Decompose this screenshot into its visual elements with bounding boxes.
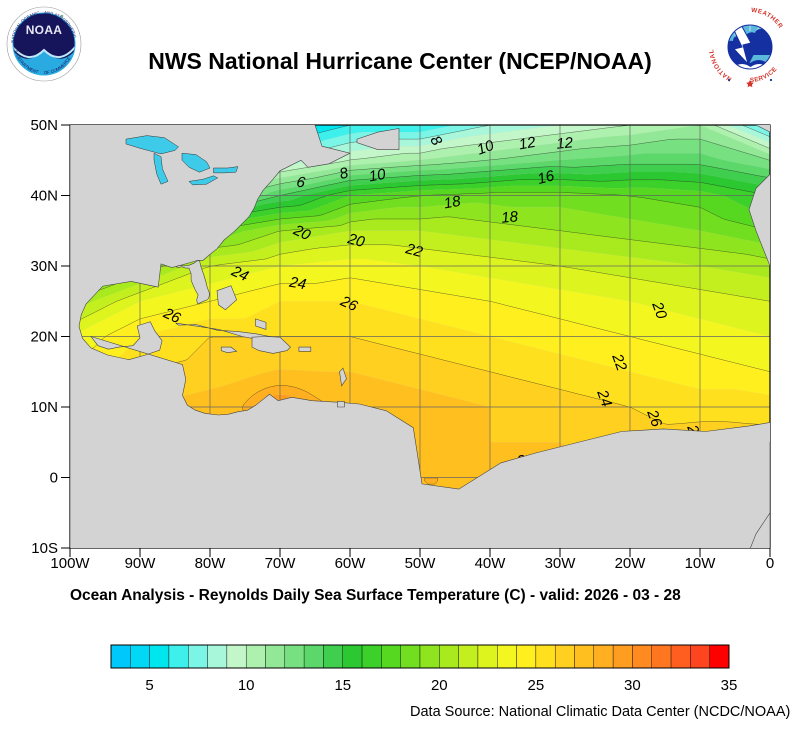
svg-text:35: 35: [721, 677, 738, 694]
svg-text:30: 30: [624, 677, 641, 694]
svg-text:5: 5: [145, 677, 153, 694]
svg-text:20: 20: [431, 677, 448, 694]
svg-text:10: 10: [238, 677, 255, 694]
svg-text:25: 25: [528, 677, 545, 694]
svg-text:15: 15: [334, 677, 351, 694]
